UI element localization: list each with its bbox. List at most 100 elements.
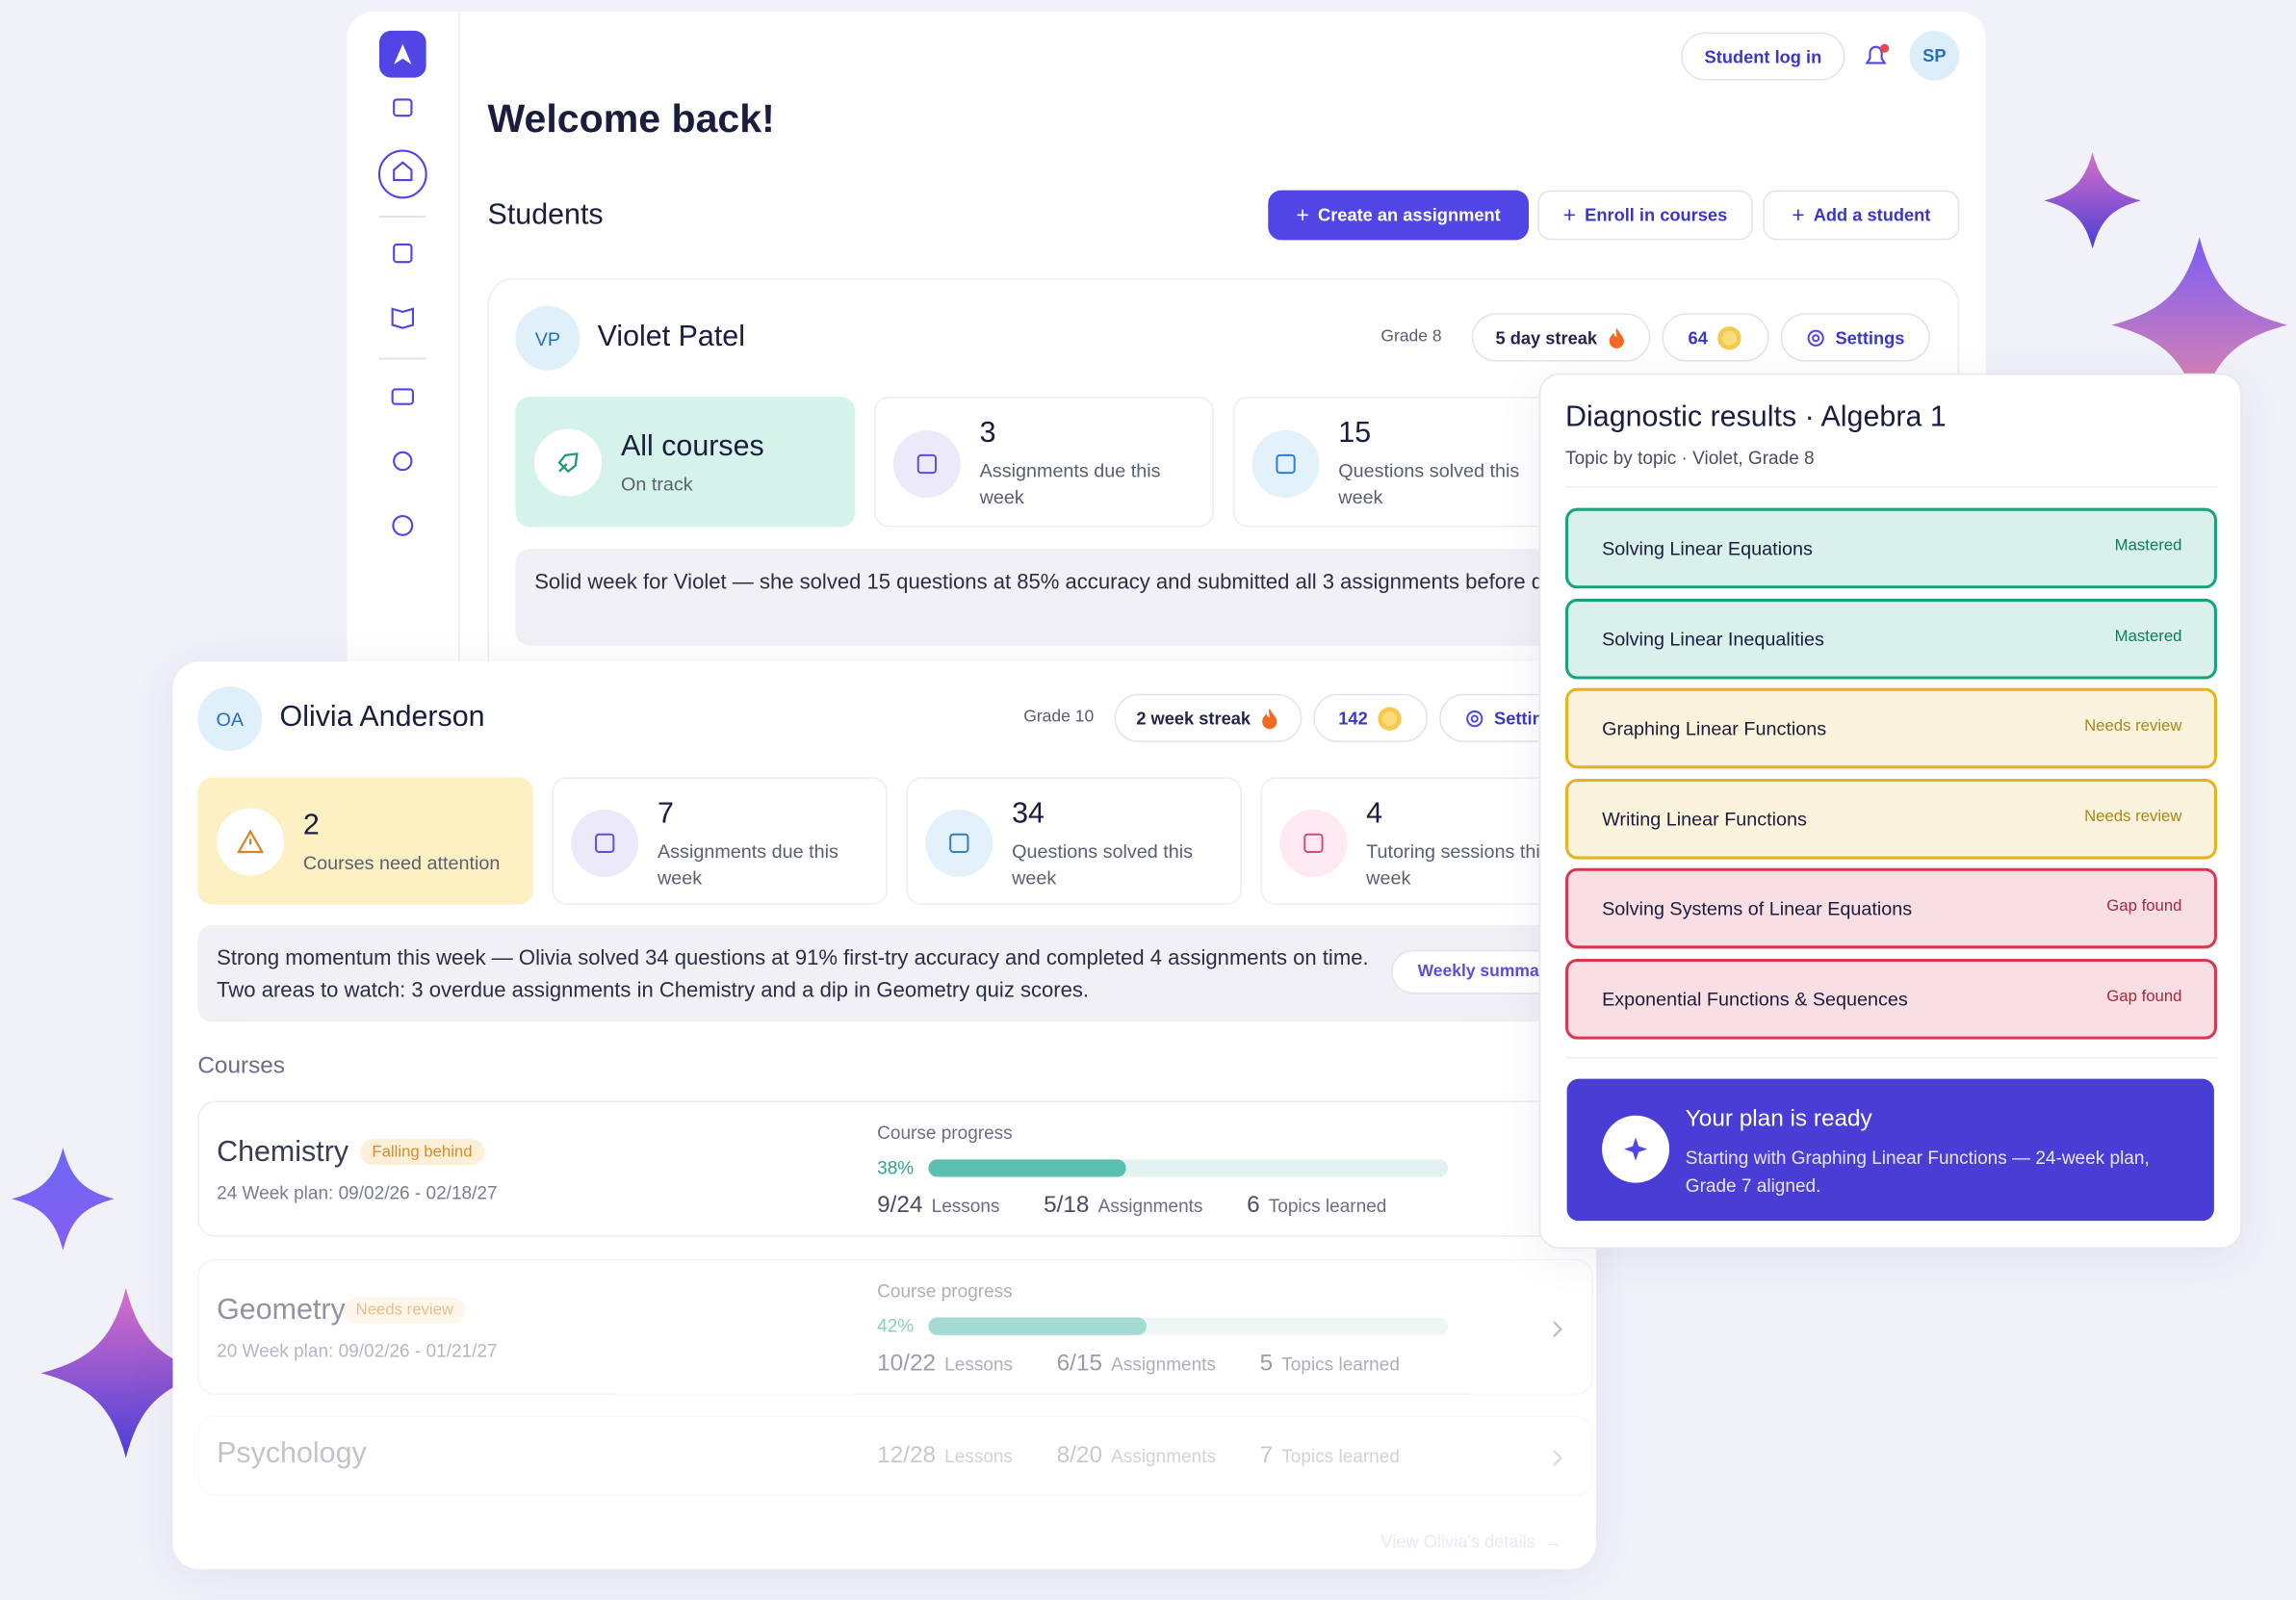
status-subtitle: On track — [620, 472, 693, 495]
stat-number: 7 — [1259, 1443, 1274, 1469]
diagnostic-card: Diagnostic results · Algebra 1 Topic by t… — [1538, 373, 2242, 1250]
status-box: 2 Courses need attention — [197, 777, 533, 905]
gear-icon — [1466, 710, 1483, 727]
status-title: 2 — [302, 809, 320, 841]
details-link[interactable]: View Olivia's details → — [1380, 1532, 1561, 1552]
status-glyph — [237, 828, 264, 853]
stat-glyph — [595, 832, 615, 853]
stat-caption: Topics learned — [1281, 1354, 1400, 1375]
stat-caption: Lessons — [931, 1196, 1000, 1217]
page-title: Welcome back! — [487, 96, 775, 141]
star — [12, 1148, 115, 1251]
stat-number: 6/15 — [1056, 1351, 1103, 1377]
plus-icon: + — [1296, 202, 1309, 228]
summary-text: Solid week for Violet — she solved 15 qu… — [534, 571, 1629, 595]
points-label: 142 — [1338, 708, 1368, 729]
nav-icon[interactable] — [393, 451, 413, 472]
stat-glyph — [1303, 832, 1324, 853]
divider — [1565, 1056, 2219, 1059]
stat-icon — [1279, 809, 1348, 877]
stat-icon — [892, 429, 961, 498]
stat-icon — [1251, 429, 1320, 498]
course-row[interactable]: Geometry Needs review 20 Week plan: 09/02/… — [197, 1258, 1593, 1396]
settings-label: Settings — [1835, 326, 1905, 348]
nav-icon — [393, 161, 413, 182]
nav-icon[interactable] — [393, 98, 413, 117]
stat-label: Questions solved this week — [1012, 839, 1194, 890]
status-icon — [534, 427, 603, 496]
arrow: → — [1543, 1531, 1562, 1552]
nav-home[interactable] — [377, 149, 427, 199]
progress-track — [928, 1159, 1449, 1177]
action-button[interactable]: + Create an assignment — [1268, 190, 1530, 241]
student-name[interactable]: Violet Patel — [597, 321, 745, 353]
action-button[interactable]: + Add a student — [1763, 190, 1960, 241]
action-label: Enroll in courses — [1585, 204, 1728, 226]
points-pill: 142 — [1313, 693, 1429, 742]
sparkle — [1623, 1137, 1648, 1161]
points-label: 64 — [1688, 326, 1708, 348]
topic-row: Solving Linear Equations Mastered — [1565, 507, 2217, 589]
student-login-button[interactable]: Student log in — [1681, 32, 1845, 81]
topic-name: Solving Linear Inequalities — [1602, 627, 1824, 650]
course-row[interactable]: Psychology 12/28 Lessons 8/20 Assignments 7 To… — [197, 1415, 1593, 1497]
star — [2044, 152, 2141, 249]
user-avatar[interactable]: SP — [1909, 30, 1960, 81]
coin-icon — [1717, 325, 1741, 349]
progress-bar — [928, 1317, 1148, 1335]
topic-name: Writing Linear Functions — [1602, 807, 1807, 830]
nav-icon[interactable] — [391, 388, 415, 405]
nav-icon[interactable] — [391, 307, 415, 329]
course-badge: Needs review — [344, 1297, 466, 1324]
stat-caption: Lessons — [944, 1354, 1014, 1375]
divider — [1565, 485, 2219, 488]
plus-icon: + — [1792, 202, 1805, 228]
stat-label: Questions solved this week — [1338, 459, 1520, 508]
stat-caption: Assignments — [1111, 1446, 1216, 1467]
course-name: Geometry — [217, 1294, 346, 1327]
status-box: All courses On track — [515, 397, 856, 528]
stat-icon — [925, 809, 993, 877]
coin-icon — [1378, 706, 1402, 731]
course-name: Chemistry — [217, 1135, 349, 1169]
settings-button[interactable]: Settings — [1780, 313, 1930, 362]
grade: Grade 10 — [1023, 708, 1095, 727]
stat-value: 15 — [1338, 417, 1372, 450]
progress-track — [928, 1317, 1449, 1335]
streak-label: 5 day streak — [1495, 326, 1598, 348]
notifications[interactable] — [1860, 39, 1892, 71]
summary-text: Strong momentum this week — Olivia solve… — [217, 946, 1369, 1003]
stat-icon — [571, 809, 639, 877]
topic-status: Mastered — [2114, 627, 2182, 645]
course-plan: 20 Week plan: 09/02/26 - 01/21/27 — [217, 1340, 498, 1362]
nav-icon[interactable] — [392, 514, 414, 536]
plan-title: Your plan is ready — [1685, 1106, 1872, 1132]
action-label: Add a student — [1813, 204, 1931, 226]
course-badge: Falling behind — [360, 1139, 484, 1166]
student-name[interactable]: Olivia Anderson — [279, 701, 485, 734]
progress-bar — [928, 1159, 1126, 1177]
action-button[interactable]: + Enroll in courses — [1537, 190, 1753, 241]
streak-label: 2 week streak — [1136, 708, 1251, 729]
topic-name: Exponential Functions & Sequences — [1602, 987, 1908, 1010]
stat-box: 15 Questions solved this week — [1232, 397, 1573, 528]
progress-title: Course progress — [877, 1123, 1013, 1144]
plan-card: Your plan is ready Starting with Graphing… — [1566, 1078, 2214, 1222]
star — [40, 1288, 212, 1458]
student-avatar: OA — [197, 686, 263, 752]
status-glyph — [557, 452, 579, 473]
stat-number: 12/28 — [877, 1443, 937, 1469]
topic-status: Needs review — [2084, 717, 2182, 735]
streak-pill: 2 week streak — [1114, 693, 1303, 742]
topic-status: Mastered — [2114, 537, 2182, 555]
stat-value: 3 — [979, 417, 996, 450]
stat-glyph — [916, 453, 937, 474]
plan-text: Starting with Graphing Linear Functions … — [1685, 1148, 2150, 1197]
topic-row: Graphing Linear Functions Needs review — [1565, 687, 2217, 769]
plus-icon: + — [1562, 202, 1577, 228]
section-heading: Students — [487, 198, 604, 232]
nav-icon[interactable] — [393, 243, 413, 264]
course-row[interactable]: Chemistry Falling behind 24 Week plan: 09/… — [197, 1100, 1593, 1237]
